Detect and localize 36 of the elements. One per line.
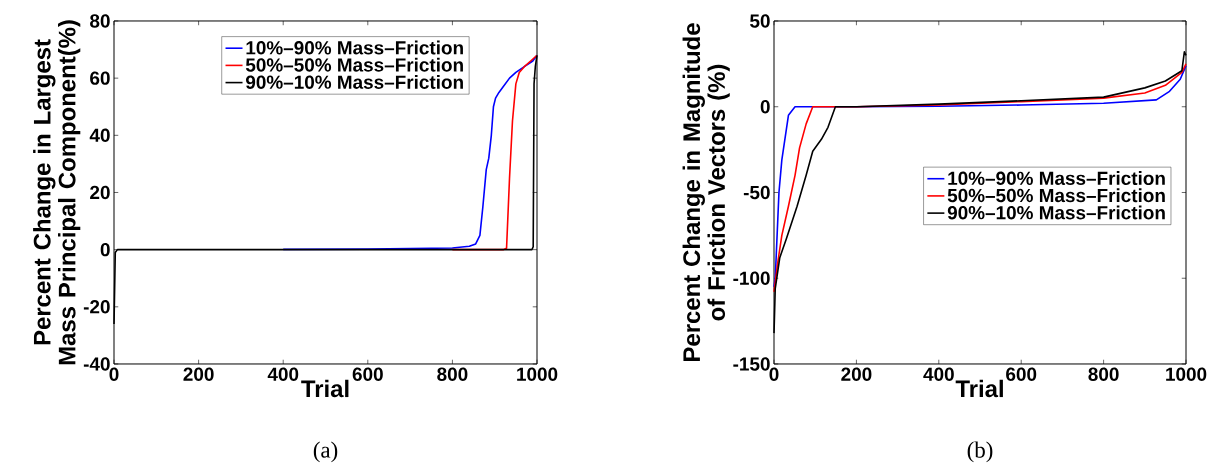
legend-label: 10%–90% Mass–Friction [246, 40, 463, 55]
x-tick-label: 400 [267, 367, 299, 381]
y-axis-title: Percent Change in Largest Mass Principal Component(%) [33, 20, 81, 365]
legend-label: 90%–10% Mass–Friction [245, 74, 463, 89]
y-tick-label: 0 [100, 242, 110, 257]
y-tick-label: 50 [750, 14, 770, 28]
x-tick-label: 200 [841, 367, 872, 381]
y-tick-label: 40 [89, 128, 110, 143]
x-axis-title: Trial [955, 379, 1003, 398]
x-tick-label: 800 [437, 367, 468, 381]
y-axis-title: Percent Change in Magnitude of Friction Vectors (%) [682, 23, 730, 361]
x-tick-label: 400 [923, 367, 954, 381]
y-tick-label: -50 [743, 185, 770, 200]
y-tick-label: 80 [90, 14, 110, 28]
y-tick-label: -40 [83, 357, 110, 371]
x-tick-label: 1000 [1166, 367, 1207, 381]
x-tick-label: 600 [1006, 367, 1037, 381]
legend-label: 50%–50% Mass–Friction [947, 188, 1165, 203]
legend-label: 10%–90% Mass–Friction [948, 171, 1165, 186]
x-tick-label: 600 [352, 367, 383, 381]
x-tick-label: 0 [769, 367, 779, 381]
x-tick-label: 0 [109, 367, 119, 381]
x-axis-title: Trial [301, 379, 349, 398]
y-tick-label: -150 [733, 357, 770, 371]
legend-label: 50%–50% Mass–Friction [245, 57, 463, 72]
y-tick-label: 20 [90, 185, 110, 200]
text: (a) [313, 441, 338, 463]
y-tick-label: -20 [83, 300, 110, 314]
x-tick-label: 200 [183, 367, 214, 381]
legend-label: 90%–10% Mass–Friction [947, 205, 1165, 220]
y-tick-label: 60 [90, 71, 110, 85]
y-tick-label: -100 [733, 271, 770, 285]
text: (b) [967, 441, 993, 463]
y-tick-label: 0 [760, 100, 770, 114]
x-tick-label: 800 [1088, 367, 1119, 381]
x-tick-label: 1000 [517, 367, 558, 381]
